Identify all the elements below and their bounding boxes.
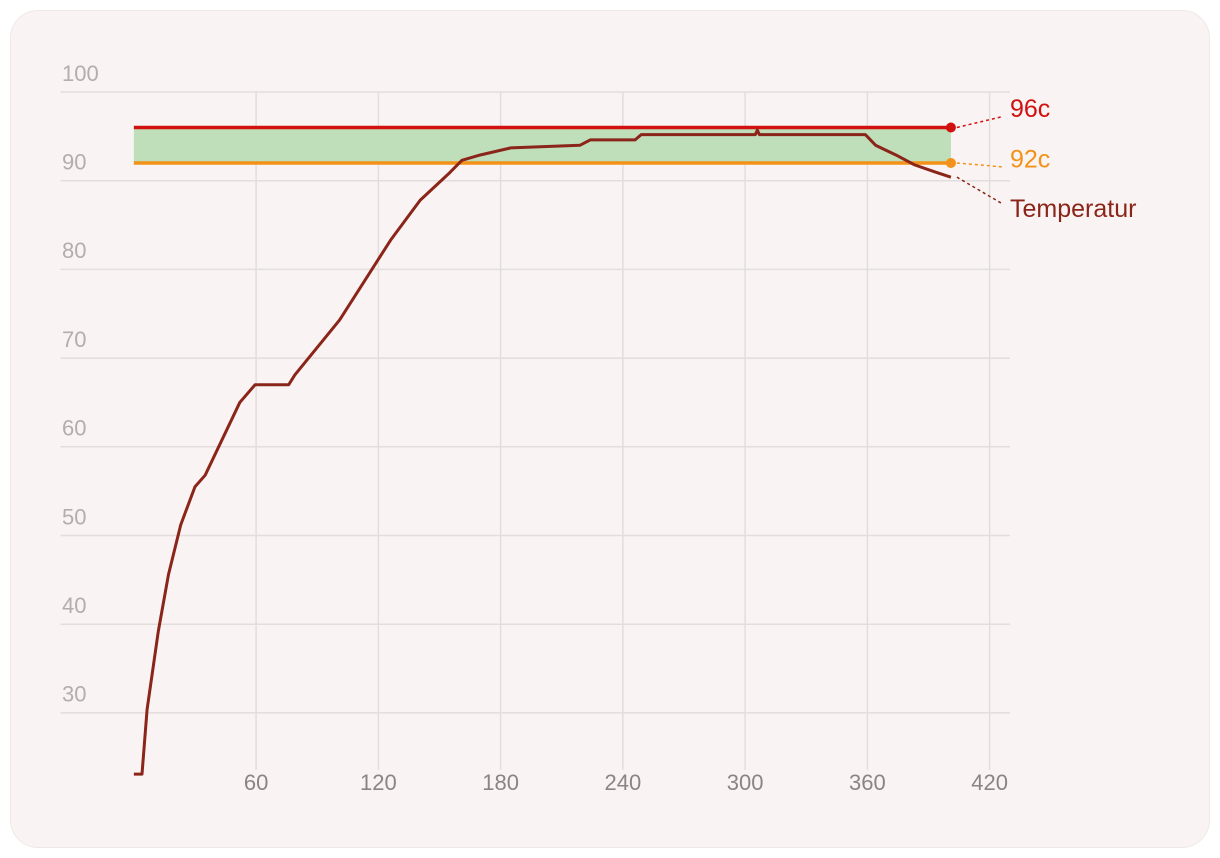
series-label: Temperatur [1010,195,1136,223]
temperature-line [133,128,952,776]
y-tick-label: 60 [62,416,86,441]
end-dot [945,122,956,133]
y-tick-label: 70 [62,327,86,352]
y-tick-label: 40 [62,593,86,618]
y-tick-label: 100 [62,61,99,86]
x-tick-label: 120 [360,770,397,795]
x-tick-label: 240 [605,770,642,795]
end-dot [945,157,956,168]
x-tick-label: 420 [971,770,1008,795]
y-tick-label: 80 [62,238,86,263]
x-tick-label: 300 [727,770,764,795]
x-tick-label: 360 [849,770,886,795]
x-tick-label: 60 [244,770,268,795]
leader-line [956,176,1004,205]
leader-line [956,115,1004,129]
x-tick-label: 180 [482,770,519,795]
y-tick-label: 90 [62,150,86,175]
series-label: 96c [1010,95,1050,123]
leader-line [956,162,1004,168]
y-tick-label: 50 [62,504,86,529]
y-tick-label: 30 [62,682,86,707]
series-label: 92c [1010,146,1050,174]
